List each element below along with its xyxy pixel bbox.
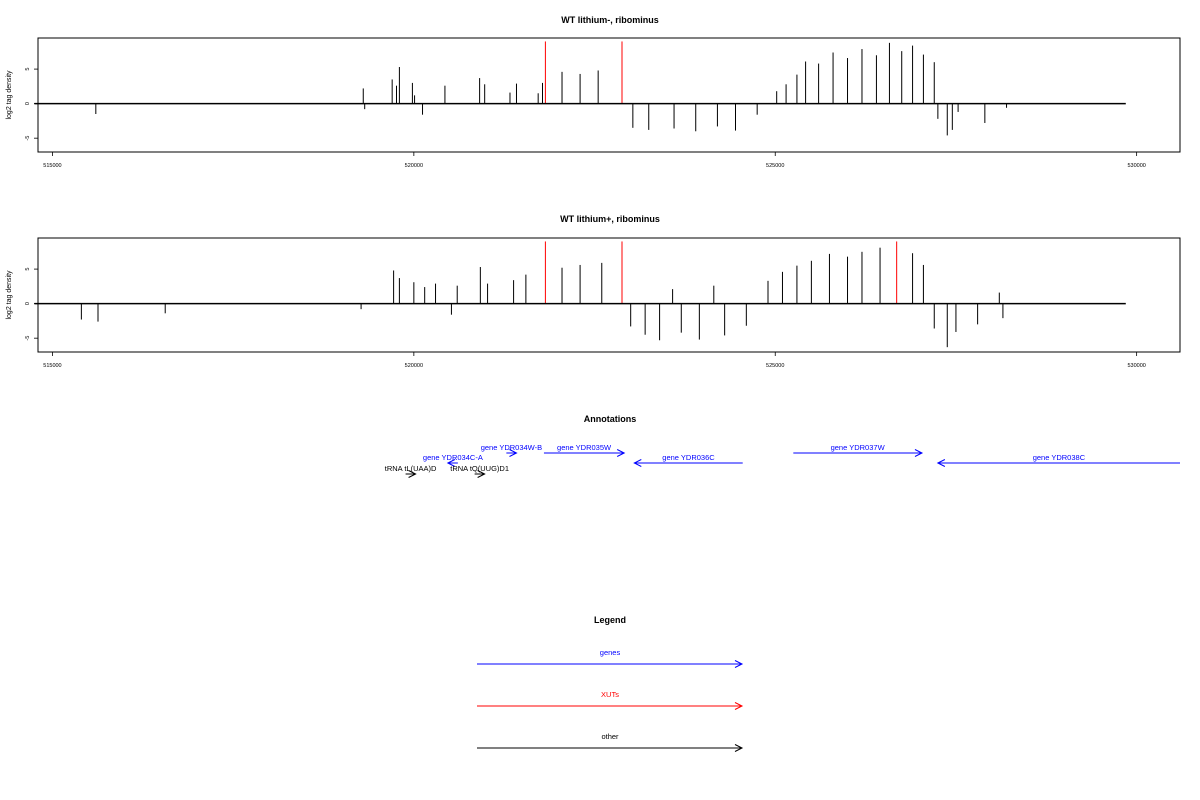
feature-label: gene YDR034W-B xyxy=(481,443,542,452)
signal-bars xyxy=(95,41,1008,136)
legend-label: other xyxy=(601,732,619,741)
feature-label: tRNA tL(UAA)D xyxy=(385,464,437,473)
feature-arrow xyxy=(936,459,1180,467)
feature-label: gene YDR037W xyxy=(831,443,886,452)
feature-label: gene YDR035W xyxy=(557,443,612,452)
y-axis-label: log2 tag density xyxy=(6,70,13,120)
legend-panel: Legend genes XUTs other xyxy=(477,615,744,752)
plot-frame xyxy=(37,37,1181,153)
feature-label: gene YDR034C-A xyxy=(423,453,483,462)
chart-title: WT lithium-, ribominus xyxy=(561,15,659,25)
x-tick-label: 515000 xyxy=(43,363,61,369)
legend-label: XUTs xyxy=(601,690,619,699)
y-tick-label: -5 xyxy=(25,336,31,341)
feature-arrow xyxy=(405,470,417,478)
x-tick-label: 530000 xyxy=(1127,363,1145,369)
feature-tracks: tRNA tL(UAA)D gene YDR034C-A tRNA tQ(UUG)D… xyxy=(385,443,1180,478)
legend-arrow xyxy=(477,702,744,710)
feature-arrow xyxy=(543,449,626,457)
y-axis-label: log2 tag density xyxy=(6,270,13,320)
y-axis: -5 0 5 xyxy=(25,268,38,341)
feature-arrow xyxy=(474,470,486,478)
x-tick-label: 525000 xyxy=(766,363,784,369)
y-tick-label: 5 xyxy=(25,268,31,271)
x-tick-label: 525000 xyxy=(766,163,784,169)
x-tick-label: 530000 xyxy=(1127,163,1145,169)
legend-arrow xyxy=(477,660,744,668)
y-axis: -5 0 5 xyxy=(25,68,38,141)
y-tick-label: 0 xyxy=(25,102,31,105)
x-tick-label: 520000 xyxy=(405,363,423,369)
chart-title: WT lithium+, ribominus xyxy=(560,214,660,224)
legend-items: genes XUTs other xyxy=(477,648,744,752)
feature-arrow xyxy=(506,449,518,457)
feature-arrow xyxy=(793,449,924,457)
feature-label: gene YDR036C xyxy=(662,453,715,462)
y-tick-label: 0 xyxy=(25,302,31,305)
feature-label: tRNA tQ(UUG)D1 xyxy=(450,464,509,473)
feature-arrow xyxy=(633,459,743,467)
x-axis: 515000 520000 525000 530000 xyxy=(43,352,1146,369)
legend-title: Legend xyxy=(594,615,626,625)
x-tick-label: 520000 xyxy=(405,163,423,169)
x-axis: 515000 520000 525000 530000 xyxy=(43,152,1146,169)
signal-bars xyxy=(80,241,1004,348)
legend-arrow xyxy=(477,744,744,752)
y-tick-label: -5 xyxy=(25,136,31,141)
y-tick-label: 5 xyxy=(25,68,31,71)
feature-arrow xyxy=(446,459,458,467)
signal-panel-lithium-minus: WT lithium-, ribominus log2 tag density … xyxy=(6,15,1181,169)
x-tick-label: 515000 xyxy=(43,163,61,169)
annotations-title: Annotations xyxy=(584,414,637,424)
legend-label: genes xyxy=(600,648,621,657)
plot-frame xyxy=(37,237,1181,353)
signal-panel-lithium-plus: WT lithium+, ribominus log2 tag density … xyxy=(6,214,1181,369)
feature-label: gene YDR038C xyxy=(1033,453,1086,462)
